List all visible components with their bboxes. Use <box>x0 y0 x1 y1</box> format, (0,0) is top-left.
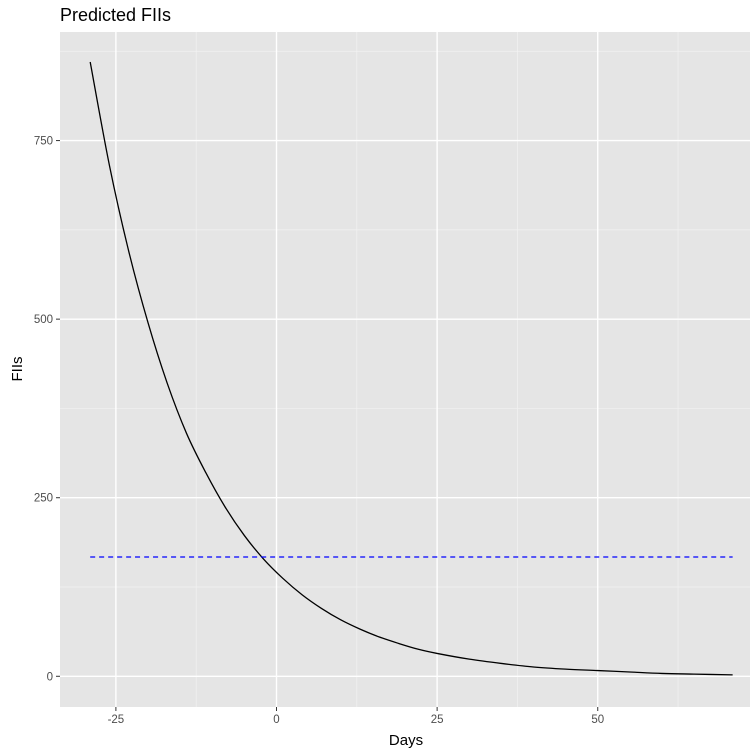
minor-gridlines-y <box>60 50 750 588</box>
x-axis: -250255075 <box>108 707 604 726</box>
x-tick-label: -25 <box>108 714 125 726</box>
chart-title: Predicted FIIs <box>60 5 171 25</box>
plot-panel <box>60 32 750 707</box>
y-tick-label: 750 <box>34 136 53 148</box>
y-tick-label: 500 <box>34 314 53 326</box>
major-gridlines-y <box>60 139 750 677</box>
y-tick-label: 0 <box>47 671 53 683</box>
predicted-fiis-line <box>89 61 733 676</box>
y-axis-title: FIIs <box>9 357 26 382</box>
y-axis: 0 250 500 750 <box>34 136 60 683</box>
series-layer <box>89 61 733 676</box>
x-tick-label: 50 <box>591 714 604 726</box>
x-axis-title: Days <box>389 732 423 748</box>
x-tick-label: 25 <box>431 714 444 726</box>
x-tick-label: 0 <box>273 714 279 726</box>
y-tick-label: 250 <box>34 493 53 505</box>
major-gridlines-x <box>115 32 599 707</box>
minor-gridlines-x <box>195 32 679 707</box>
